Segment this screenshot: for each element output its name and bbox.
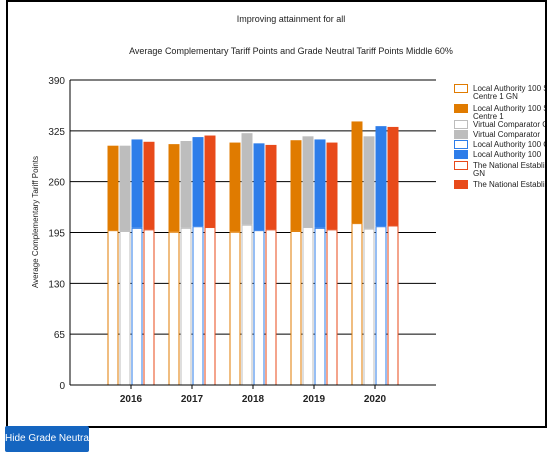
legend-swatch (454, 104, 468, 113)
x-tick-label: 2018 (242, 394, 265, 405)
bar-segment (119, 145, 131, 231)
bar-segment (363, 228, 375, 386)
chart-panel: Improving attainment for all Average Com… (6, 0, 547, 428)
bar-segment (351, 121, 363, 224)
legend-swatch (454, 140, 468, 149)
bar-segment (131, 227, 143, 386)
bar-segment (302, 227, 314, 386)
bar-segment (314, 227, 326, 386)
y-tick-label: 65 (54, 330, 66, 341)
bar-segment (241, 224, 253, 386)
x-tick-label: 2016 (120, 394, 143, 405)
bar-segment (363, 136, 375, 229)
bar-segment (180, 141, 192, 228)
bar-segment (326, 142, 338, 230)
bar-segment (290, 230, 302, 386)
chart-svg: Improving attainment for all Average Com… (31, 14, 547, 405)
chart-subtitle: Average Complementary Tariff Points and … (129, 46, 453, 56)
x-tick-label: 2019 (303, 394, 326, 405)
chart-title: Improving attainment for all (237, 14, 346, 24)
bar-segment (107, 145, 119, 231)
bar-segment (302, 136, 314, 228)
bar-segment (229, 142, 241, 232)
bar-segment (314, 139, 326, 228)
legend-label: The National EstablishmentGN (473, 161, 547, 178)
y-tick-label: 390 (48, 76, 65, 87)
bar-segment (107, 230, 119, 386)
bar-segment (229, 231, 241, 386)
legend-label: Local Authority 100 GN (473, 140, 547, 149)
bar-segment (351, 223, 363, 386)
y-tick-label: 195 (48, 229, 65, 240)
bar-segment (168, 231, 180, 386)
legend-swatch (454, 150, 468, 159)
legend-label: Virtual Comparator (473, 130, 540, 139)
bar-segment (387, 225, 399, 386)
legend: Local Authority 100 SPBTCentre 1 GN Local… (454, 84, 547, 189)
legend-label: Local Authority 100 (473, 150, 542, 159)
y-tick-label: 130 (48, 279, 65, 290)
bar-segment (143, 229, 155, 386)
bar-segment (241, 133, 253, 225)
bar-segment (265, 144, 277, 230)
bar-segment (192, 137, 204, 227)
bar-segment (326, 229, 338, 386)
gridlines (70, 79, 436, 386)
bar-segment (375, 126, 387, 227)
legend-swatch (454, 180, 468, 189)
y-tick-label: 0 (59, 381, 65, 392)
bar-segment (387, 126, 399, 226)
bar-segment (253, 230, 265, 386)
legend-swatch (454, 120, 468, 129)
legend-label: Local Authority 100 SPBTCentre 1 (473, 104, 547, 121)
bar-segment (290, 140, 302, 231)
bar-segment (119, 230, 131, 386)
legend-swatch (454, 161, 468, 170)
legend-swatch (454, 84, 468, 93)
bar-segment (143, 141, 155, 230)
bar-segment (180, 227, 192, 386)
bar-segment (131, 139, 143, 228)
legend-swatch (454, 130, 468, 139)
bar-segment (204, 135, 216, 228)
bar-segment (168, 144, 180, 232)
y-tick-label: 325 (48, 127, 65, 138)
bar-segment (375, 226, 387, 386)
legend-label: Virtual Comparator GN (473, 120, 547, 129)
axes: 0 65 130 195 260 325 390 2016 2017 2018 2019 2020 (48, 76, 436, 405)
bar-segment (265, 229, 277, 386)
bar-segment (253, 143, 265, 231)
y-tick-label: 260 (48, 178, 65, 189)
x-tick-label: 2020 (364, 394, 387, 405)
hide-grade-neutral-button[interactable]: Hide Grade Neutral (5, 426, 89, 452)
y-axis-label: Average Complementary Tariff Points (31, 156, 40, 288)
bar-segment (204, 227, 216, 386)
bar-segment (192, 226, 204, 386)
legend-label: Local Authority 100 SPBTCentre 1 GN (473, 84, 547, 101)
bars (107, 121, 399, 386)
legend-label: The National Establishment (473, 180, 547, 189)
x-tick-label: 2017 (181, 394, 204, 405)
